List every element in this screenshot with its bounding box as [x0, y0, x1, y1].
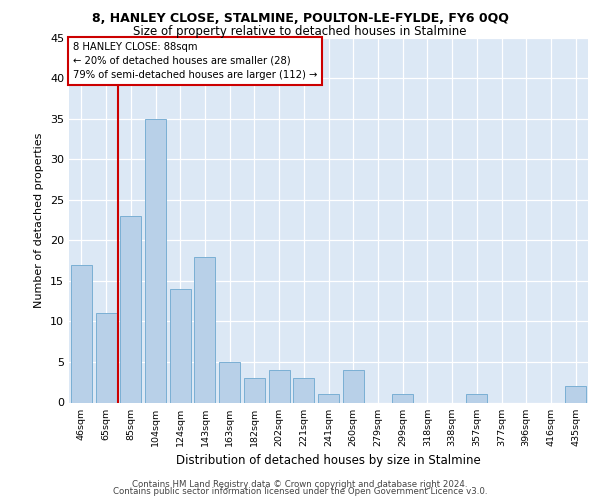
- Bar: [565, 386, 586, 402]
- Text: Contains public sector information licensed under the Open Government Licence v3: Contains public sector information licen…: [113, 487, 487, 496]
- Text: Contains HM Land Registry data © Crown copyright and database right 2024.: Contains HM Land Registry data © Crown c…: [132, 480, 468, 489]
- Bar: [71, 264, 92, 402]
- Y-axis label: Number of detached properties: Number of detached properties: [34, 132, 44, 308]
- X-axis label: Distribution of detached houses by size in Stalmine: Distribution of detached houses by size …: [176, 454, 481, 467]
- Bar: [293, 378, 314, 402]
- Bar: [244, 378, 265, 402]
- Text: 8, HANLEY CLOSE, STALMINE, POULTON-LE-FYLDE, FY6 0QQ: 8, HANLEY CLOSE, STALMINE, POULTON-LE-FY…: [92, 12, 508, 26]
- Text: 8 HANLEY CLOSE: 88sqm
← 20% of detached houses are smaller (28)
79% of semi-deta: 8 HANLEY CLOSE: 88sqm ← 20% of detached …: [73, 42, 317, 80]
- Bar: [95, 314, 116, 402]
- Bar: [343, 370, 364, 402]
- Text: Size of property relative to detached houses in Stalmine: Size of property relative to detached ho…: [133, 25, 467, 38]
- Bar: [318, 394, 339, 402]
- Bar: [120, 216, 141, 402]
- Bar: [194, 256, 215, 402]
- Bar: [269, 370, 290, 402]
- Bar: [219, 362, 240, 403]
- Bar: [170, 289, 191, 403]
- Bar: [392, 394, 413, 402]
- Bar: [466, 394, 487, 402]
- Bar: [145, 118, 166, 403]
